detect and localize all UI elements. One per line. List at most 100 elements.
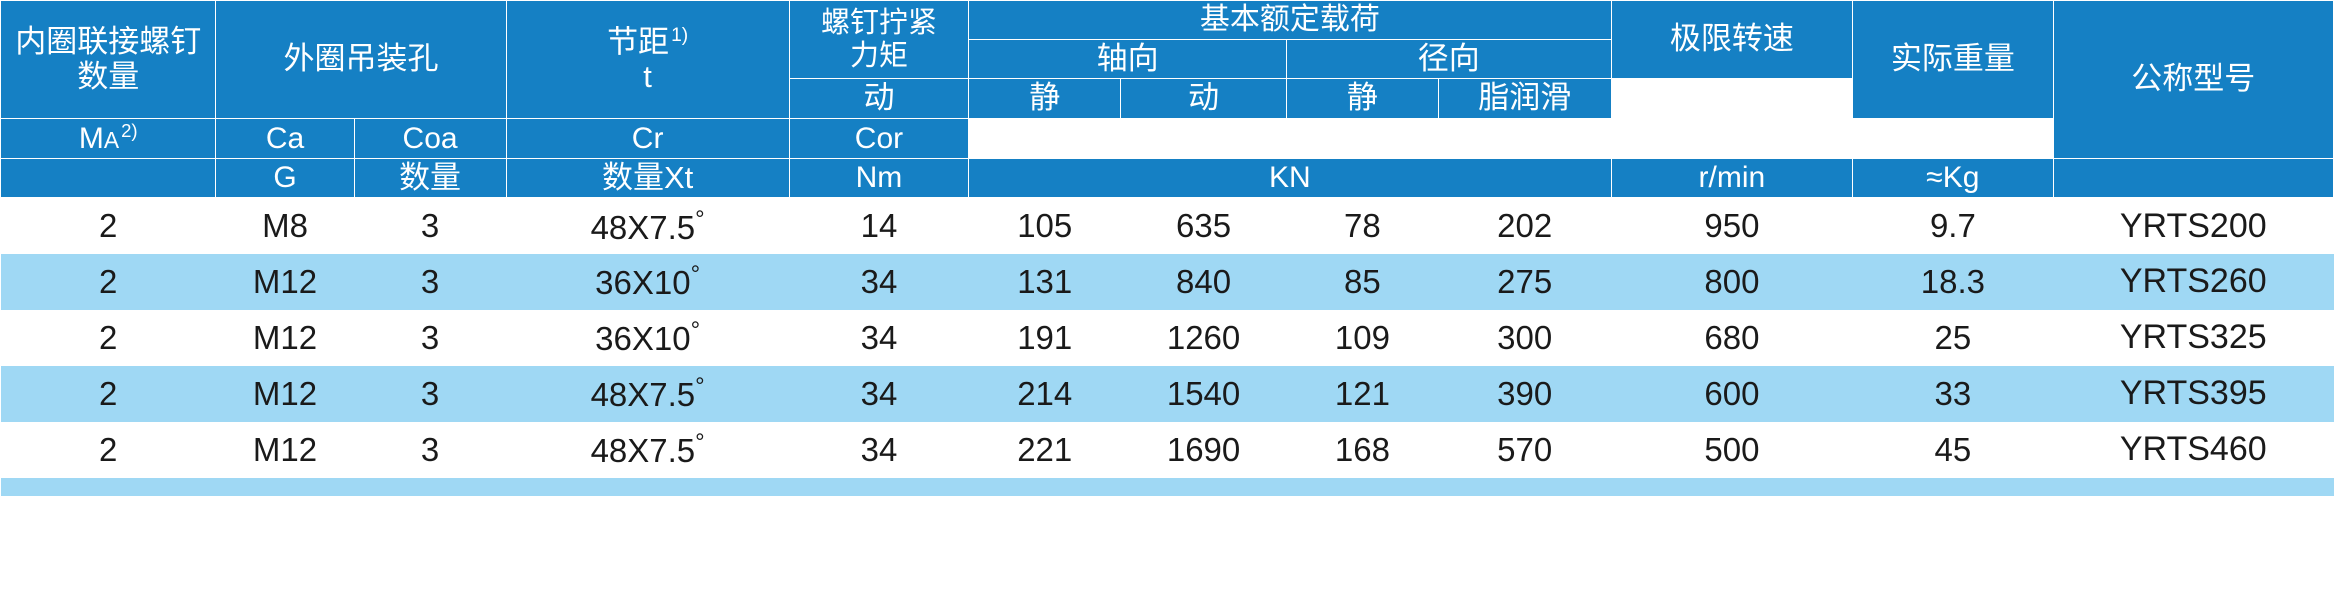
cell-pitch: 48X7.5° — [506, 421, 790, 478]
header-basic-rated-load: 基本额定载荷 — [968, 0, 1612, 40]
cell-limit-speed: 800 — [1611, 253, 1853, 310]
cell-cr: 78 — [1286, 197, 1439, 254]
header-screw-torque-line2: 力矩 — [849, 39, 908, 72]
cell-model: YRTS460 — [2053, 421, 2334, 478]
header-radial-dynamic: 动 — [1120, 78, 1287, 120]
cell-cr: 85 — [1286, 253, 1439, 310]
cell-cor: 275 — [1438, 253, 1612, 310]
header-axial: 轴向 — [968, 38, 1287, 80]
header-unit-kn: KN — [968, 157, 1612, 199]
cell-coa — [1120, 477, 1287, 496]
cell-ca: 105 — [968, 197, 1121, 254]
header-unit-blank-model — [2052, 157, 2334, 199]
cell-g: M12 — [215, 365, 355, 422]
header-actual-weight: 实际重量 — [1852, 0, 2054, 120]
table-row-partial — [0, 477, 2334, 496]
table-row: 2 M8 3 48X7.5° 14 105 635 78 202 950 9.7 YRTS200 — [0, 197, 2334, 254]
cell-inner-screw-qty: 2 — [0, 309, 216, 366]
cell-ma — [789, 477, 969, 496]
cell-g: M8 — [215, 197, 355, 254]
cell-inner-screw-qty — [0, 477, 216, 496]
cell-ca — [968, 477, 1121, 496]
cell-weight: 18.3 — [1852, 253, 2054, 310]
cell-coa: 1260 — [1120, 309, 1287, 366]
cell-pitch: 48X7.5° — [506, 365, 790, 422]
header-inner-ring-screw-qty: 内圈联接螺钉 数量 — [0, 0, 217, 120]
table-row: 2 M12 3 36X10° 34 131 840 85 275 800 18.3 YRTS260 — [0, 253, 2334, 310]
cell-inner-screw-qty: 2 — [0, 365, 216, 422]
cell-pitch: 36X10° — [506, 253, 790, 310]
cell-g — [215, 477, 355, 496]
degree-symbol: ° — [695, 205, 705, 233]
cell-limit-speed — [1611, 477, 1853, 496]
cell-ma: 34 — [789, 253, 969, 310]
table-row: 2 M12 3 36X10° 34 191 1260 109 300 680 25 YRTS325 — [0, 309, 2334, 366]
cell-pitch: 36X10° — [506, 309, 790, 366]
cell-model — [2053, 477, 2334, 496]
header-row-4-symbols: MA 2) Ca Coa Cr Cor — [0, 118, 2334, 159]
degree-symbol: ° — [690, 317, 701, 345]
table-row: 2 M12 3 48X7.5° 34 221 1690 168 570 500 45 YRTS460 — [0, 421, 2334, 478]
degree-symbol: ° — [695, 373, 705, 401]
cell-cor: 300 — [1438, 309, 1612, 366]
header-unit-g: G — [215, 157, 355, 199]
header-unit-kg: ≈Kg — [1852, 157, 2054, 199]
cell-ca: 221 — [968, 421, 1121, 478]
cell-limit-speed: 600 — [1611, 365, 1853, 422]
cell-inner-screw-qty: 2 — [0, 253, 216, 310]
header-limit-speed: 极限转速 — [1610, 0, 1854, 80]
header-inner-ring-screw-qty-line1: 内圈联接螺钉 — [15, 23, 202, 59]
cell-ca: 131 — [968, 253, 1121, 310]
cell-cor — [1438, 477, 1612, 496]
bearing-specification-table: 内圈联接螺钉 数量 外圈吊装孔 节距 1) t 螺钉拧紧 力矩 基本额定载荷 极限… — [0, 0, 2334, 496]
cell-inner-screw-qty: 2 — [0, 197, 216, 254]
cell-hole-qty: 3 — [354, 421, 507, 478]
degree-symbol: ° — [690, 261, 701, 289]
cell-ma: 34 — [789, 309, 969, 366]
cell-cr: 109 — [1286, 309, 1439, 366]
cell-hole-qty: 3 — [354, 309, 507, 366]
header-symbol-coa: Coa — [353, 118, 507, 159]
header-row-3: 动 静 动 静 脂润滑 — [1, 78, 2334, 120]
cell-hole-qty: 3 — [354, 365, 507, 422]
cell-limit-speed: 950 — [1611, 197, 1853, 254]
cell-hole-qty — [354, 477, 507, 496]
header-unit-qty-xt: 数量Xt — [505, 157, 790, 199]
header-pitch-symbol: t — [643, 58, 652, 94]
header-row-2: 轴向 径向 — [1, 38, 2334, 80]
cell-coa: 840 — [1120, 253, 1287, 310]
cell-weight: 9.7 — [1852, 197, 2054, 254]
cell-coa: 635 — [1120, 197, 1287, 254]
header-screw-torque-line1: 螺钉拧紧 — [820, 7, 937, 40]
table-body: 2 M8 3 48X7.5° 14 105 635 78 202 950 9.7 YRTS200 2 M1… — [0, 197, 2334, 496]
cell-model: YRTS260 — [2053, 253, 2334, 310]
cell-model: YRTS395 — [2053, 365, 2334, 422]
cell-coa: 1690 — [1120, 421, 1287, 478]
header-symbol-cor: Cor — [788, 118, 970, 159]
cell-weight: 25 — [1852, 309, 2054, 366]
cell-coa: 1540 — [1120, 365, 1287, 422]
cell-weight: 45 — [1852, 421, 2054, 478]
cell-ca: 191 — [968, 309, 1121, 366]
cell-limit-speed: 500 — [1611, 421, 1853, 478]
cell-ma: 34 — [789, 421, 969, 478]
header-radial-static: 静 — [1285, 78, 1439, 120]
cell-cor: 202 — [1438, 197, 1612, 254]
cell-model: YRTS200 — [2053, 197, 2334, 254]
degree-symbol: ° — [695, 429, 705, 457]
cell-cr: 168 — [1286, 421, 1439, 478]
header-unit-blank-first — [0, 157, 217, 199]
header-row-5-units: G 数量 数量Xt Nm KN r/min ≈Kg — [0, 157, 2334, 199]
cell-weight — [1852, 477, 2054, 496]
header-symbol-ca: Ca — [215, 118, 355, 159]
header-nominal-model: 公称型号 — [2052, 0, 2334, 159]
table-header: 内圈联接螺钉 数量 外圈吊装孔 节距 1) t 螺钉拧紧 力矩 基本额定载荷 极限… — [0, 0, 2334, 199]
cell-inner-screw-qty: 2 — [0, 421, 216, 478]
header-unit-nm: Nm — [788, 157, 970, 199]
header-axial-static: 静 — [968, 78, 1122, 120]
header-symbol-ma: MA 2) — [0, 118, 217, 159]
header-outer-ring-lifting-hole: 外圈吊装孔 — [215, 0, 507, 120]
header-axial-dynamic: 动 — [788, 78, 970, 120]
header-unit-rmin: r/min — [1610, 157, 1854, 199]
cell-ca: 214 — [968, 365, 1121, 422]
